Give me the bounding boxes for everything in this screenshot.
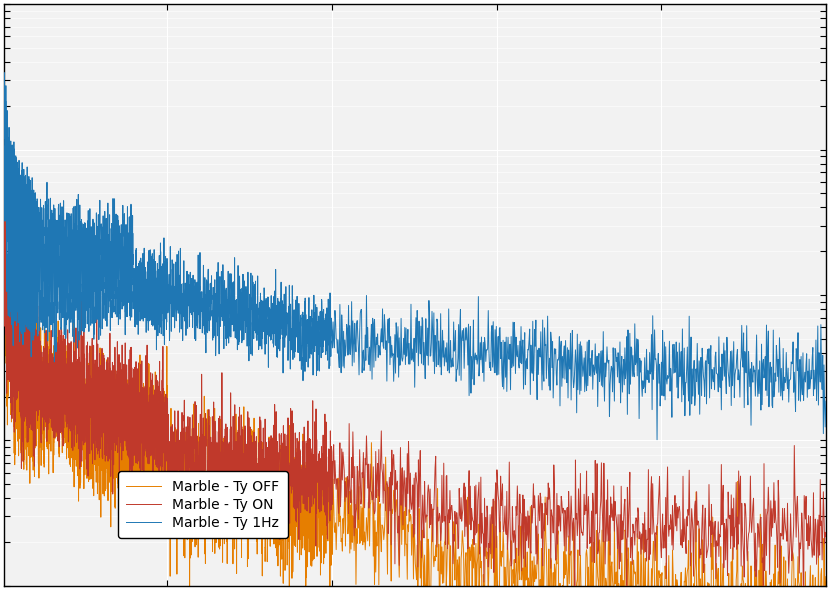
Marble - Ty OFF	[26, 419, 36, 426]
Marble - Ty 1Hz	[0, 110, 9, 117]
Marble - Ty 1Hz	[42, 235, 51, 242]
Marble - Ty 1Hz	[96, 236, 106, 243]
Marble - Ty 1Hz	[26, 190, 36, 197]
Marble - Ty OFF	[475, 572, 485, 579]
Marble - Ty ON	[42, 385, 51, 392]
Line: Marble - Ty 1Hz: Marble - Ty 1Hz	[4, 73, 826, 440]
Marble - Ty OFF	[151, 475, 161, 482]
Marble - Ty ON	[151, 419, 161, 427]
Legend: Marble - Ty OFF, Marble - Ty ON, Marble - Ty 1Hz: Marble - Ty OFF, Marble - Ty ON, Marble …	[118, 471, 287, 538]
Marble - Ty ON	[96, 434, 106, 441]
Marble - Ty OFF	[0, 270, 9, 277]
Marble - Ty ON	[821, 533, 830, 540]
Marble - Ty 1Hz	[151, 310, 161, 317]
Marble - Ty 1Hz	[475, 360, 485, 368]
Marble - Ty 1Hz	[652, 436, 662, 443]
Marble - Ty OFF	[821, 573, 830, 580]
Marble - Ty OFF	[1, 214, 11, 221]
Line: Marble - Ty ON: Marble - Ty ON	[4, 214, 826, 590]
Marble - Ty ON	[143, 363, 153, 370]
Marble - Ty ON	[474, 478, 484, 486]
Marble - Ty OFF	[143, 480, 153, 487]
Marble - Ty 1Hz	[821, 398, 830, 405]
Marble - Ty ON	[0, 210, 9, 217]
Marble - Ty OFF	[42, 389, 51, 396]
Line: Marble - Ty OFF: Marble - Ty OFF	[4, 218, 826, 590]
Marble - Ty 1Hz	[0, 69, 9, 76]
Marble - Ty 1Hz	[143, 273, 153, 280]
Marble - Ty ON	[26, 344, 36, 351]
Marble - Ty OFF	[96, 378, 106, 385]
